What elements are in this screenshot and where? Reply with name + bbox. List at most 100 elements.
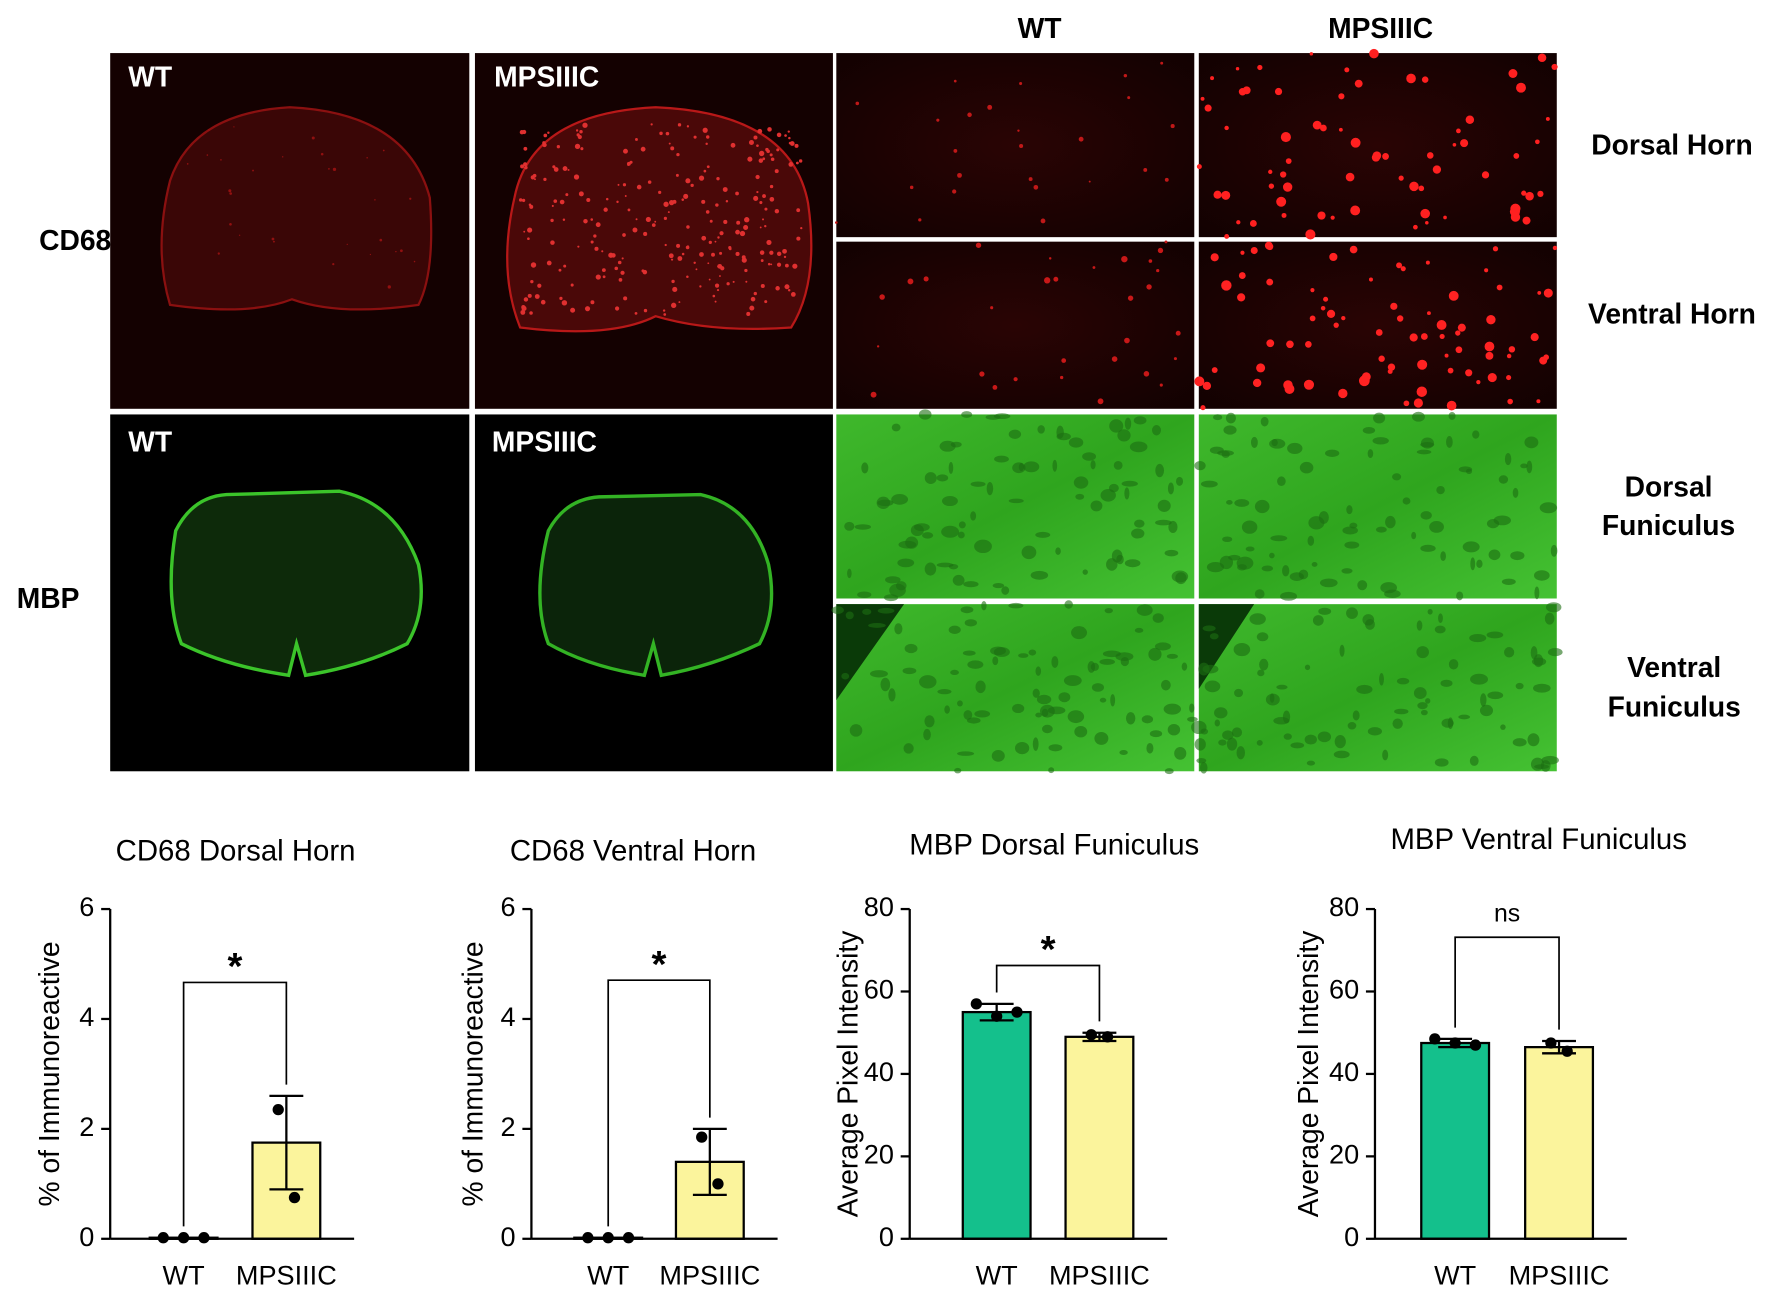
speckle	[788, 162, 794, 167]
speckle	[705, 210, 710, 214]
speckle	[1516, 82, 1526, 93]
fiber	[1270, 535, 1288, 542]
speckle	[584, 306, 591, 312]
speckle	[583, 218, 588, 224]
y-tick-label: 0	[501, 1221, 516, 1252]
panel-label: WT	[128, 61, 172, 93]
speckle	[703, 169, 707, 173]
speckle	[1044, 277, 1051, 284]
speckle	[608, 252, 614, 258]
speckle	[796, 161, 799, 165]
speckle	[1344, 67, 1350, 73]
fiber	[1411, 531, 1417, 540]
speckle	[229, 222, 232, 226]
fiber	[880, 677, 891, 692]
speckle	[668, 253, 674, 259]
fiber	[1155, 519, 1172, 526]
speckle	[1305, 229, 1316, 240]
speckle	[567, 168, 570, 171]
speckle	[1333, 322, 1339, 328]
fiber	[1367, 727, 1382, 736]
fiber	[1512, 487, 1519, 498]
y-tick-label: 60	[864, 974, 894, 1005]
fiber	[877, 607, 895, 614]
speckle	[758, 150, 765, 157]
region-label: Ventral	[1627, 651, 1721, 683]
speckle	[730, 142, 736, 148]
y-tick-label: 80	[1329, 891, 1359, 922]
fiber	[1082, 569, 1088, 575]
speckle	[739, 230, 746, 237]
fiber	[1008, 498, 1024, 504]
speckle	[789, 141, 795, 146]
speckle	[870, 391, 877, 398]
fiber	[1434, 758, 1449, 767]
fiber	[1434, 625, 1446, 634]
speckle	[1303, 379, 1315, 390]
speckle	[1409, 333, 1418, 342]
speckle	[1484, 268, 1489, 273]
fiber	[1082, 452, 1096, 461]
speckle	[543, 133, 548, 138]
region-label: Funiculus	[1608, 691, 1741, 723]
speckle	[1403, 400, 1410, 407]
speckle	[1250, 247, 1258, 255]
fiber	[1237, 564, 1247, 571]
column-header: MPSIIIC	[1328, 12, 1433, 44]
significance-label: *	[228, 945, 243, 988]
section-outline	[538, 492, 774, 678]
fiber	[991, 749, 1005, 762]
fiber	[1438, 613, 1443, 624]
speckle	[957, 172, 962, 178]
speckle	[1211, 367, 1218, 373]
fiber	[1136, 604, 1153, 616]
speckle	[551, 204, 554, 208]
speckle	[382, 149, 385, 152]
speckle	[776, 262, 782, 267]
speckle	[1543, 288, 1553, 298]
speckle	[601, 268, 606, 273]
panel	[1198, 53, 1557, 238]
speckle	[1522, 216, 1531, 225]
fiber	[1276, 684, 1288, 690]
speckle	[562, 166, 568, 171]
speckle	[1236, 220, 1241, 225]
speckle	[1040, 218, 1046, 224]
speckle	[748, 139, 754, 146]
speckle	[1124, 337, 1130, 344]
fiber	[1379, 673, 1384, 686]
speckle	[602, 275, 606, 279]
fiber	[1420, 437, 1434, 449]
speckle	[369, 253, 371, 256]
fiber	[1382, 749, 1389, 761]
fiber	[1420, 709, 1428, 716]
fiber	[957, 751, 975, 756]
speckle	[186, 163, 189, 165]
speckle	[634, 138, 638, 141]
fiber	[1487, 691, 1504, 700]
fiber	[1488, 549, 1501, 561]
fiber	[1149, 730, 1163, 738]
speckle	[228, 189, 232, 193]
data-point	[1469, 1039, 1482, 1051]
fiber	[974, 539, 992, 554]
fiber	[1196, 758, 1207, 764]
speckle	[760, 259, 764, 262]
speckle	[717, 236, 720, 239]
fiber	[1090, 500, 1103, 512]
speckle	[643, 231, 648, 237]
speckle	[558, 268, 562, 272]
speckle	[573, 174, 580, 180]
fiber	[958, 521, 966, 529]
speckle	[783, 255, 787, 259]
fiber	[883, 594, 899, 602]
speckle	[1157, 247, 1164, 254]
speckle	[678, 301, 681, 304]
speckle	[374, 199, 376, 201]
speckle	[975, 242, 982, 248]
speckle	[1446, 400, 1457, 411]
speckle	[1268, 183, 1275, 189]
speckle	[753, 291, 757, 296]
fiber	[1299, 461, 1314, 474]
fiber	[992, 656, 999, 666]
